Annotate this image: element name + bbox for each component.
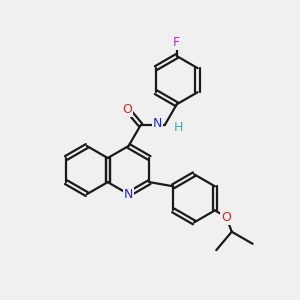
Text: N: N: [153, 117, 162, 130]
Text: O: O: [122, 103, 132, 116]
Text: H: H: [174, 121, 184, 134]
Text: O: O: [221, 211, 231, 224]
Text: F: F: [173, 36, 180, 49]
Text: N: N: [124, 188, 133, 201]
